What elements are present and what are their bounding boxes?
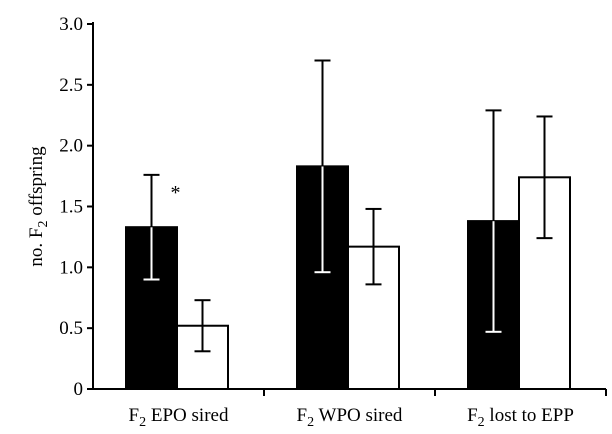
bars	[125, 165, 571, 391]
error-bar	[194, 299, 211, 353]
error-bar	[536, 115, 553, 240]
x-axis: F2 EPO sired F2 WPO sired F2 lost to EPP	[93, 388, 607, 430]
error-bar	[485, 109, 502, 333]
y-tick-label: 1.0	[59, 257, 83, 278]
y-tick-label: 2.5	[59, 75, 83, 96]
y-tick-label: 0	[74, 379, 84, 400]
y-tick-label: 0.5	[59, 318, 83, 339]
x-category-label: F2 EPO sired	[129, 405, 229, 430]
y-axis-title-text: no. F2 offspring	[26, 146, 51, 267]
error-bar	[365, 207, 382, 286]
error-bar	[314, 59, 331, 274]
y-axis-title: no. F2 offspring	[26, 146, 51, 267]
y-axis: 0 0.5 1.0 1.5 2.0 2.5 3.0	[59, 14, 94, 400]
error-bars	[143, 59, 553, 353]
y-tick-label: 1.5	[59, 197, 83, 218]
annotations: *	[171, 182, 181, 204]
y-tick-label: 3.0	[59, 14, 83, 35]
significance-asterisk: *	[171, 182, 181, 204]
y-tick-label: 2.0	[59, 136, 83, 157]
error-bar	[143, 173, 160, 281]
x-category-label: F2 lost to EPP	[467, 405, 574, 430]
x-category-label: F2 WPO sired	[297, 405, 403, 430]
